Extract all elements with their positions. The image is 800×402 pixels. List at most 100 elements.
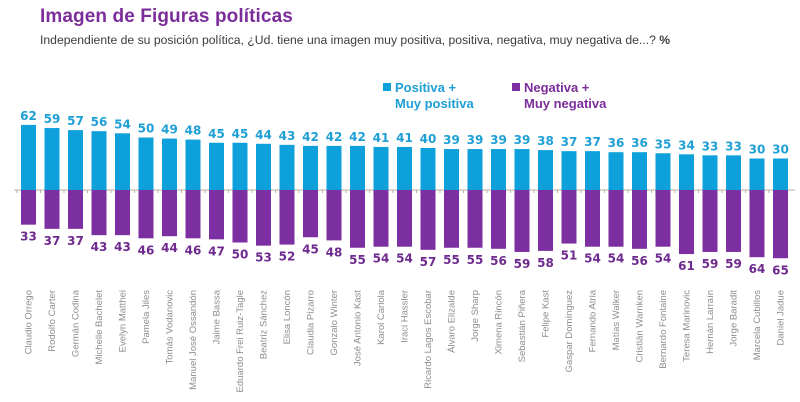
data-label-positive: 38 [537, 134, 554, 148]
data-label-negative: 46 [138, 243, 155, 257]
data-label-negative: 37 [44, 234, 61, 248]
legend-negative-line2: Muy negativa [524, 96, 607, 111]
bar-negative [444, 190, 459, 248]
bar-positive [726, 155, 741, 190]
data-label-positive: 33 [725, 139, 742, 153]
bar-positive [68, 130, 83, 190]
bar-negative [585, 190, 600, 247]
bar-negative [561, 190, 577, 244]
bar-negative [679, 190, 694, 255]
data-label-positive: 42 [326, 130, 343, 144]
data-label-negative: 54 [655, 252, 672, 266]
category-label: Felipe Kast [541, 290, 552, 338]
bar-negative [749, 190, 765, 258]
data-label-negative: 64 [749, 262, 766, 276]
category-label: Álvaro Elizalde [447, 290, 458, 353]
bar-positive [514, 149, 530, 190]
bar-negative [538, 190, 553, 251]
bar-positive [773, 158, 788, 190]
bar-negative [209, 190, 224, 240]
bar-negative [608, 190, 624, 247]
bar-negative [68, 190, 83, 229]
data-label-positive: 35 [655, 137, 672, 151]
bar-negative [91, 190, 107, 236]
category-label: Matías Walker [611, 290, 622, 350]
data-label-positive: 36 [608, 136, 625, 150]
bar-negative [138, 190, 154, 239]
bar-positive [115, 133, 130, 190]
bar-positive [444, 149, 459, 190]
legend-positive-line2: Muy positiva [395, 96, 474, 111]
category-label: Jorge Sharp [470, 290, 481, 342]
category-label: Iraci Hassler [400, 290, 411, 343]
bar-positive [209, 142, 224, 190]
data-label-positive: 30 [749, 143, 766, 157]
data-label-positive: 41 [396, 131, 413, 145]
category-label: Claudio Orrego [24, 290, 35, 354]
data-label-negative: 59 [702, 257, 719, 271]
data-label-positive: 33 [702, 139, 719, 153]
subtitle-text: Independiente de su posición política, ¿… [40, 33, 656, 47]
data-label-negative: 61 [678, 259, 695, 273]
data-label-positive: 41 [373, 131, 390, 145]
data-label-positive: 37 [584, 135, 601, 149]
bar-negative [232, 190, 248, 243]
category-label: Eduardo Frei Ruiz-Tagle [235, 290, 246, 392]
category-label: Elisa Loncón [282, 290, 293, 344]
bar-negative [350, 190, 365, 248]
data-label-negative: 44 [161, 241, 178, 255]
category-label: Michelle Bachelet [94, 290, 105, 365]
data-label-negative: 54 [584, 252, 601, 266]
bar-positive [373, 146, 389, 190]
data-label-positive: 45 [232, 127, 249, 141]
data-label-negative: 59 [725, 257, 742, 271]
data-label-positive: 62 [20, 109, 37, 123]
bar-positive [91, 131, 107, 190]
category-label: Cristián Warnken [635, 290, 646, 363]
bar-negative [44, 190, 60, 229]
legend-positive-line1: Positiva + [395, 80, 457, 95]
bar-positive [655, 153, 671, 190]
data-label-negative: 55 [349, 253, 366, 267]
bar-positive [326, 145, 342, 190]
data-label-positive: 37 [561, 135, 578, 149]
category-label: Evelyn Matthei [118, 290, 129, 352]
data-label-negative: 33 [20, 230, 37, 244]
bar-positive [21, 124, 36, 190]
data-label-negative: 54 [608, 252, 625, 266]
category-label: Beatriz Sánchez [259, 290, 270, 359]
bar-negative [702, 190, 718, 252]
bar-positive [749, 158, 765, 190]
bar-positive [491, 149, 506, 190]
bar-positive [632, 152, 647, 190]
bar-positive [608, 152, 624, 190]
data-label-negative: 46 [185, 243, 202, 257]
data-label-positive: 50 [138, 122, 155, 136]
bar-negative [162, 190, 177, 237]
category-label: Fernando Atria [588, 289, 599, 352]
bar-negative [115, 190, 130, 236]
bar-positive [138, 137, 154, 190]
legend-negative: Negativa + Muy negativa [512, 80, 606, 112]
data-label-positive: 48 [185, 124, 202, 138]
category-label: Jaime Bassa [212, 289, 223, 344]
data-label-negative: 43 [114, 240, 131, 254]
bar-negative [21, 190, 36, 225]
data-label-negative: 52 [279, 250, 296, 264]
bar-negative [256, 190, 271, 246]
chart-subtitle: Independiente de su posición política, ¿… [40, 33, 670, 47]
bar-negative [373, 190, 389, 247]
data-label-negative: 45 [302, 242, 319, 256]
data-label-positive: 49 [161, 123, 178, 137]
category-label: Hernán Larraín [705, 290, 716, 354]
bar-negative [726, 190, 741, 252]
legend-positive-swatch [383, 83, 391, 91]
bar-positive [467, 149, 483, 190]
category-label: Ricardo Lagos Escobar [423, 290, 434, 389]
bar-negative [655, 190, 671, 247]
bar-positive [679, 154, 694, 190]
data-label-positive: 39 [514, 133, 531, 147]
unit-label: % [659, 33, 671, 47]
category-label: Gonzalo Winter [329, 290, 340, 355]
